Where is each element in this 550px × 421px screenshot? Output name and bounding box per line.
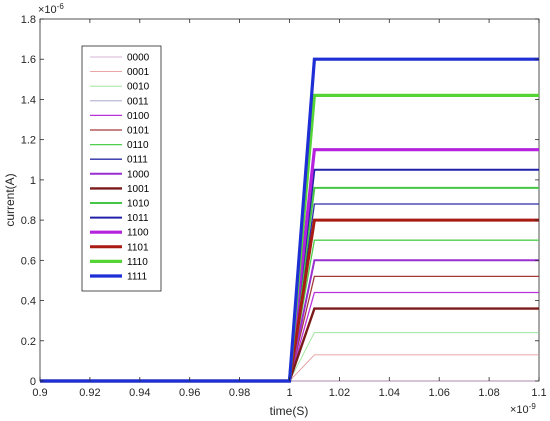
legend-label-1110: 1110 [127, 257, 148, 268]
y-tick-label: 1.4 [21, 94, 36, 106]
legend-label-0101: 0101 [127, 126, 150, 137]
legend-label-0110: 0110 [127, 140, 149, 151]
x-tick-label: 1.04 [379, 387, 400, 399]
x-axis-label: time(S) [270, 404, 309, 418]
x-tick-label: 0.96 [179, 387, 200, 399]
y-tick-label: 1.2 [21, 135, 36, 147]
y-axis-exponent: ×10-6 [38, 2, 64, 16]
legend-label-1000: 1000 [127, 169, 150, 180]
x-axis-exponent: ×10-9 [510, 402, 536, 416]
y-axis-label: current(A) [3, 173, 17, 226]
axes: 0.9 0.92 0.94 0.96 0.98 1 1.02 1.04 1.06 1.08 1.1 0… [21, 14, 547, 399]
y-tick-label: 0.6 [21, 255, 36, 267]
y-tick-label: 0 [30, 376, 36, 388]
x-tick-label: 0.98 [229, 387, 250, 399]
legend-label-0011: 0011 [127, 96, 149, 107]
legend-label-0100: 0100 [127, 111, 150, 122]
series-lines [40, 57, 539, 383]
legend-box [81, 45, 162, 292]
x-tick-label: 1.06 [428, 387, 449, 399]
y-tick-label: 0.4 [21, 296, 36, 308]
legend-label-0111: 0111 [127, 155, 148, 166]
x-tick-label: 1.02 [329, 387, 350, 399]
y-tick-label: 1 [30, 175, 36, 187]
y-tick-label: 1.6 [21, 54, 36, 66]
legend-label-1101: 1101 [127, 242, 149, 253]
y-tick-label: 1.8 [21, 14, 36, 26]
x-tick-label: 1 [286, 387, 292, 399]
legend-label-1100: 1100 [127, 228, 149, 239]
x-tick-label: 1.1 [531, 387, 546, 399]
legend-label-1010: 1010 [127, 199, 150, 210]
series-line-1111 [40, 57, 539, 383]
legend: 0000 0001 0010 0011 0100 0101 0110 0111 1000 1001… [81, 45, 162, 292]
legend-label-1001: 1001 [127, 184, 150, 195]
x-tick-label: 1.08 [478, 387, 499, 399]
x-tick-label: 0.9 [32, 387, 47, 399]
y-tick-label: 0.8 [21, 215, 36, 227]
x-tick-label: 0.94 [129, 387, 150, 399]
legend-label-0000: 0000 [127, 53, 150, 64]
legend-label-1111: 1111 [127, 272, 147, 283]
y-tick-label: 0.2 [21, 336, 36, 348]
legend-label-1011: 1011 [127, 213, 149, 224]
x-tick-label: 0.92 [79, 387, 100, 399]
legend-label-0001: 0001 [127, 67, 150, 78]
legend-label-0010: 0010 [127, 82, 150, 93]
